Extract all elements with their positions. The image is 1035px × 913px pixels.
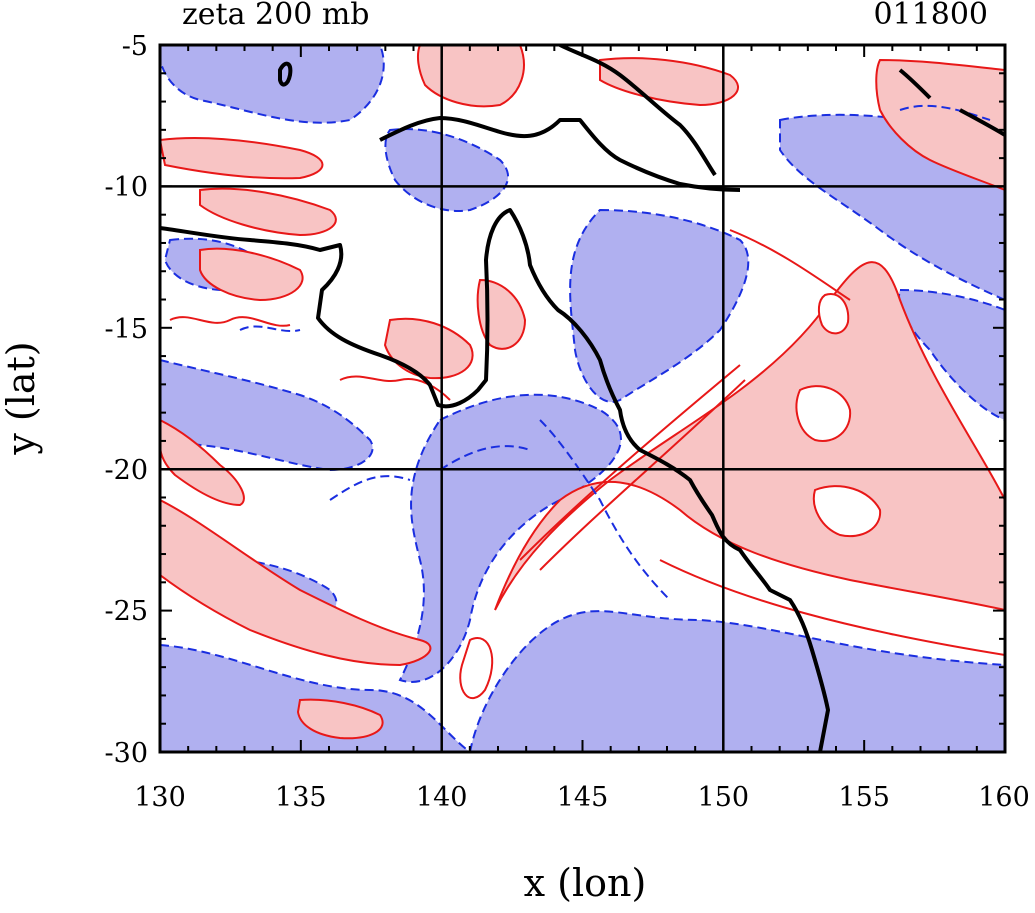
gridlines: [160, 45, 1005, 752]
negative-contour-dash-4: [899, 104, 991, 121]
hole-1: [795, 385, 852, 442]
coastline-australia-northeast: [160, 208, 830, 752]
positive-region-north-bar: [599, 57, 739, 107]
negative-contour-dash-5: [239, 325, 301, 332]
coastline-island-1: [278, 61, 293, 87]
map-timestamp: 011800: [873, 0, 988, 32]
y-tick-label: -5: [122, 31, 148, 62]
positive-region-south-west-band: [160, 498, 432, 667]
negative-region-timor: [384, 128, 510, 212]
positive-contour-loop-1: [459, 637, 494, 699]
coastline-island-2: [898, 68, 932, 100]
map-plot-area: [160, 45, 1005, 752]
negative-contour-dash-3: [329, 475, 411, 501]
coastline: [160, 45, 1005, 752]
positive-contour-wiggle-1: [339, 375, 451, 401]
positive-region-lower-bar: [296, 698, 384, 740]
positive-region-north-west-2: [199, 187, 337, 237]
coastline-png-south: [379, 116, 741, 192]
negative-region-central: [398, 393, 622, 683]
negative-contour-dash-1: [539, 419, 671, 601]
y-axis-label: y (lat): [0, 341, 43, 455]
tick-marks: [159, 44, 1006, 753]
positive-contour-east-line: [729, 229, 851, 301]
positive-region-north-central: [416, 45, 525, 108]
x-tick-label: 130: [134, 782, 186, 813]
x-tick-label: 160: [978, 782, 1030, 813]
positive-region-west-1: [160, 418, 245, 507]
negative-region-north: [160, 45, 385, 124]
y-tick-label: -10: [105, 172, 148, 203]
negative-region-central-west: [160, 358, 374, 472]
x-axis-label: x (lon): [524, 861, 647, 905]
x-tick-label: 145: [557, 782, 609, 813]
zero-contour-holes: [795, 293, 882, 538]
negative-region-south-central: [468, 610, 1005, 752]
map-title: zeta 200 mb: [182, 0, 370, 32]
negative-vorticity-regions: [160, 45, 1005, 752]
y-tick-label: -30: [105, 738, 148, 769]
y-tick-label: -15: [105, 314, 148, 345]
hole-2: [812, 485, 882, 538]
x-tick-label: 150: [698, 782, 750, 813]
x-tick-label: 155: [838, 782, 890, 813]
x-tick-label: 140: [416, 782, 468, 813]
negative-contour-dash-2: [439, 445, 531, 471]
hole-3: [817, 293, 850, 335]
negative-contour-lines: [239, 104, 991, 601]
x-tick-labels: 130 135 140 145 150 155 160: [134, 782, 1030, 813]
y-tick-labels: -5 -10 -15 -20 -25 -30: [105, 31, 148, 769]
positive-contour-streak-2: [539, 379, 746, 571]
negative-region-south-west: [160, 643, 472, 752]
positive-region-north-west-1: [160, 137, 324, 180]
y-tick-label: -25: [105, 596, 148, 627]
x-tick-label: 135: [275, 782, 327, 813]
positive-contour-wiggle-2: [169, 316, 291, 327]
positive-region-west-2: [199, 247, 304, 302]
y-tick-label: -20: [105, 455, 148, 486]
coastline-png-north: [559, 45, 717, 177]
positive-contour-south-line: [659, 559, 1005, 656]
positive-region-north-east-top: [875, 58, 1005, 192]
coastline-island-3: [959, 108, 1005, 137]
positive-region-peninsula: [476, 278, 527, 350]
